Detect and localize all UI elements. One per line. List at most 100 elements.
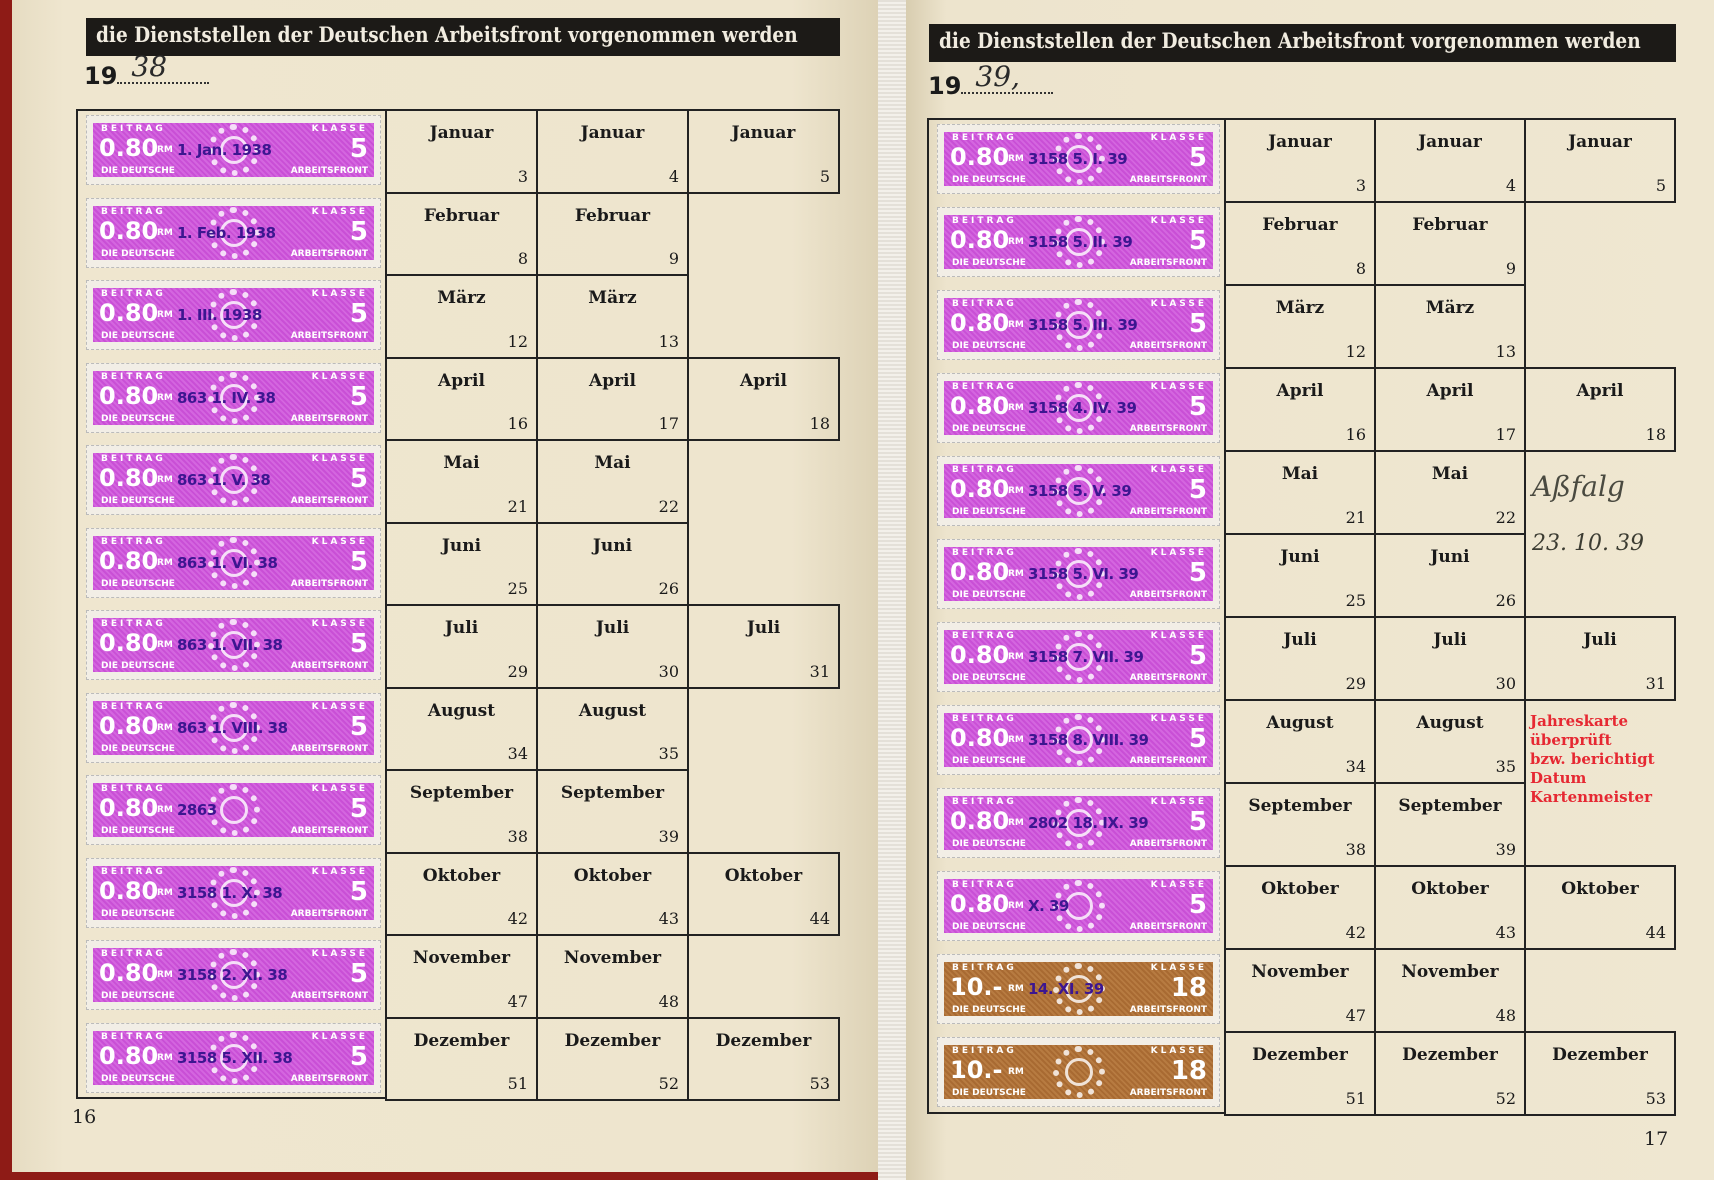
week-number: 21 <box>1345 508 1366 527</box>
stamp-currency: RM <box>157 887 173 898</box>
stamp-beitrag: BEITRAG <box>101 619 166 629</box>
stamp-klasse: KLASSE <box>311 371 368 382</box>
week-number: 26 <box>1495 591 1516 610</box>
month-label: Dezember <box>715 1030 812 1051</box>
week-cell: Mai 21 <box>1224 450 1376 535</box>
daf-emblem-icon <box>1052 133 1105 185</box>
month-label: Februar <box>574 205 651 226</box>
stamp-klasse: KLASSE <box>1150 548 1207 558</box>
stamp-die-deutsche: DIE DEUTSCHE <box>952 1005 1026 1015</box>
stamp-beitrag: BEITRAG <box>101 866 166 877</box>
stamp-value: 0.80 <box>99 546 159 575</box>
stamp-class: 5 <box>349 959 368 989</box>
handwritten-date: 23. 10. 39 <box>1532 531 1644 556</box>
stamp-face: BEITRAG KLASSE 0.80 RM 863 1. IV. 38 5 D… <box>93 370 374 425</box>
week-cell: September 38 <box>385 769 538 854</box>
stamp-class: 5 <box>349 711 368 742</box>
year-handwritten: 39, <box>975 60 1020 93</box>
month-label: Januar <box>731 123 796 143</box>
week-number: 34 <box>507 744 528 763</box>
month-label: Oktober <box>422 865 501 886</box>
contribution-stamp: BEITRAG KLASSE 0.80 RM 863 1. VII. 38 5 … <box>86 610 381 680</box>
month-label: Februar <box>423 205 500 226</box>
stamp-cancellation: 1. III. 1938 <box>177 306 262 324</box>
daf-emblem-icon <box>1052 216 1105 268</box>
stamp-column <box>927 118 1224 1114</box>
week-number: 8 <box>1355 259 1366 278</box>
week-cell: Oktober 43 <box>1374 865 1526 950</box>
week-cell: Juli 30 <box>536 604 689 689</box>
month-label: Juli <box>1583 630 1617 650</box>
stamp-klasse: KLASSE <box>1150 216 1207 226</box>
stamp-klasse: KLASSE <box>1150 880 1207 890</box>
week-number: 5 <box>819 166 830 186</box>
year-prefix: 19 <box>928 72 962 100</box>
week-number: 42 <box>1345 923 1366 942</box>
stamp-class: 5 <box>1188 641 1207 671</box>
contribution-stamp: BEITRAG KLASSE 0.80 RM 863 1. VI. 38 5 D… <box>86 527 381 598</box>
contribution-stamp: BEITRAG KLASSE 0.80 RM 1. Jan. 1938 5 DI… <box>86 115 381 185</box>
stamp-value: 0.80 <box>950 890 1010 918</box>
stamp-value: 0.80 <box>950 226 1010 254</box>
stamp-value: 0.80 <box>99 876 159 905</box>
stamp-arbeitsfront: ARBEITSFRONT <box>290 331 368 341</box>
book-spine <box>878 0 906 1180</box>
stamp-arbeitsfront: ARBEITSFRONT <box>1129 756 1207 766</box>
stamp-beitrag: BEITRAG <box>101 124 166 134</box>
stamp-die-deutsche: DIE DEUTSCHE <box>952 1088 1026 1098</box>
daf-emblem-icon <box>207 289 260 341</box>
stamp-class: 5 <box>349 876 368 907</box>
month-label: April <box>740 370 787 391</box>
stamp-beitrag: BEITRAG <box>952 631 1017 641</box>
stamp-class: 5 <box>349 464 368 494</box>
stamp-beitrag: BEITRAG <box>952 548 1017 558</box>
contribution-stamp: BEITRAG KLASSE 0.80 RM 2802 18. IX. 39 5… <box>937 788 1220 858</box>
stamp-face: BEITRAG KLASSE 0.80 RM 863 1. V. 38 5 DI… <box>93 453 374 507</box>
month-label: Mai <box>443 453 480 473</box>
stamp-currency: RM <box>1008 735 1024 745</box>
week-cell: Dezember 53 <box>687 1016 840 1101</box>
stamp-arbeitsfront: ARBEITSFRONT <box>290 826 368 836</box>
week-number: 51 <box>507 1074 528 1093</box>
week-cell: Dezember 52 <box>1374 1031 1526 1116</box>
week-cell: Oktober 42 <box>1224 865 1376 950</box>
stamp-die-deutsche: DIE DEUTSCHE <box>101 413 175 424</box>
month-label: Mai <box>594 453 631 473</box>
stamp-beitrag: BEITRAG <box>952 382 1017 392</box>
week-number: 21 <box>507 496 528 516</box>
month-label: März <box>1425 298 1475 318</box>
week-number: 43 <box>658 909 679 928</box>
week-number: 35 <box>1495 757 1516 776</box>
week-cell: Oktober 44 <box>1524 865 1676 950</box>
stamp-class: 5 <box>349 216 368 247</box>
stamp-die-deutsche: DIE DEUTSCHE <box>101 331 175 341</box>
red-stamp-line: bzw. berichtigt <box>1530 750 1655 768</box>
week-number: 29 <box>1345 674 1366 693</box>
week-number: 16 <box>1345 425 1366 444</box>
week-number: 9 <box>668 249 679 268</box>
week-cell: April 18 <box>1524 367 1676 452</box>
week-cell: August 35 <box>536 686 689 771</box>
stamp-currency: RM <box>157 722 173 733</box>
week-number: 44 <box>1645 923 1666 942</box>
week-cell: November 47 <box>1224 948 1376 1033</box>
week-cell: Februar 9 <box>536 191 689 276</box>
stamp-die-deutsche: DIE DEUTSCHE <box>101 743 175 754</box>
stamp-currency: RM <box>1008 652 1024 662</box>
stamp-klasse: KLASSE <box>311 454 368 464</box>
stamp-klasse: KLASSE <box>311 124 368 134</box>
red-verification-stamp: Jahreskarte überprüft bzw. berichtigt Da… <box>1530 712 1670 807</box>
stamp-cancellation: 14. XI. 39 <box>1028 980 1104 998</box>
stamp-die-deutsche: DIE DEUTSCHE <box>101 826 175 836</box>
contribution-stamp: BEITRAG KLASSE 0.80 RM 3158 1. X. 38 5 D… <box>86 857 381 928</box>
stamp-value: 0.80 <box>99 959 159 987</box>
stamp-beitrag: BEITRAG <box>101 454 166 464</box>
stamp-cancellation: 3158 5. I. 39 <box>1028 150 1128 168</box>
stamp-currency: RM <box>157 145 173 155</box>
week-cell: Februar 8 <box>1224 201 1376 286</box>
week-cell: Juni 26 <box>536 521 689 606</box>
week-cell: November 47 <box>385 934 538 1019</box>
stamp-class: 5 <box>349 629 368 659</box>
stamp-value: 0.80 <box>950 392 1010 420</box>
stamp-beitrag: BEITRAG <box>952 1046 1017 1056</box>
